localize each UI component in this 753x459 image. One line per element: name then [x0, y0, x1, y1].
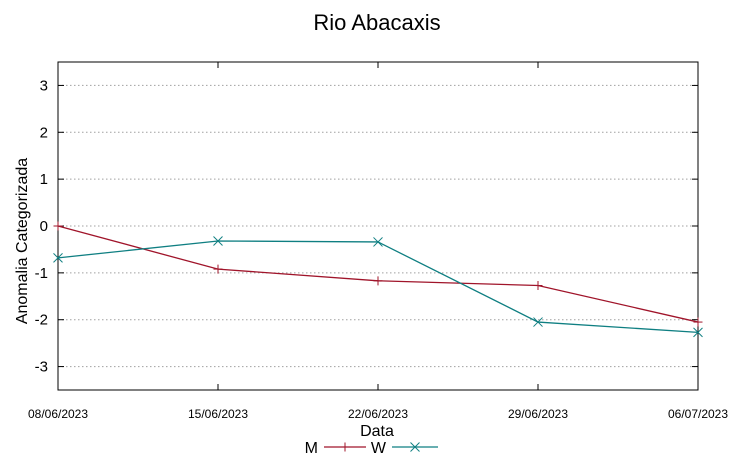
y-tick-label: 1 — [40, 171, 48, 188]
series-line-w — [57, 240, 699, 334]
y-axis-label: Anomalia Categorizada — [14, 158, 31, 324]
data-point-w — [693, 327, 703, 338]
x-tick-label: 08/06/2023 — [28, 407, 88, 421]
x-tick-label: 29/06/2023 — [508, 407, 568, 421]
x-tick-label: 06/07/2023 — [668, 407, 728, 421]
chart-title: Rio Abacaxis — [313, 10, 440, 35]
x-axis-label: Data — [360, 423, 394, 440]
data-point-m — [373, 276, 383, 286]
data-point-m — [693, 317, 703, 327]
legend-label-m: M — [305, 440, 318, 457]
y-tick-label: -2 — [35, 312, 48, 329]
data-point-m — [213, 264, 223, 274]
series-lines — [53, 221, 703, 338]
y-tick-label: 2 — [40, 124, 48, 141]
x-axis-ticks: 08/06/2023 15/06/2023 22/06/2023 29/06/2023… — [28, 62, 728, 421]
y-tick-label: -3 — [35, 359, 48, 376]
grid-lines — [58, 84, 698, 368]
y-tick-label: -1 — [35, 265, 48, 282]
legend-marker-m — [340, 442, 350, 452]
data-point-w — [533, 317, 543, 327]
series-line-m — [57, 225, 699, 323]
y-tick-label: 0 — [40, 218, 48, 235]
data-point-w — [213, 236, 223, 246]
legend-label-w: W — [371, 440, 387, 457]
x-tick-label: 15/06/2023 — [188, 407, 248, 421]
x-tick-label: 22/06/2023 — [348, 407, 408, 421]
legend-marker-w — [410, 442, 420, 452]
data-point-w — [373, 237, 383, 247]
data-point-w — [53, 253, 63, 263]
data-point-m — [533, 281, 543, 291]
data-point-m — [53, 221, 63, 231]
y-tick-label: 3 — [40, 77, 48, 94]
y-axis-ticks: 3 2 1 0 -1 -2 -3 — [35, 77, 698, 376]
